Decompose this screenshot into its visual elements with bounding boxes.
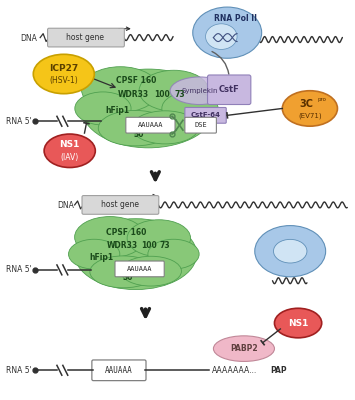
Ellipse shape — [75, 216, 146, 258]
Ellipse shape — [193, 7, 262, 58]
Text: PABP2: PABP2 — [230, 344, 258, 353]
Ellipse shape — [255, 226, 326, 277]
Ellipse shape — [148, 239, 199, 269]
Ellipse shape — [120, 256, 181, 286]
Text: 3C: 3C — [299, 98, 313, 108]
Text: 73: 73 — [175, 90, 185, 99]
Ellipse shape — [139, 70, 209, 111]
Ellipse shape — [162, 92, 218, 125]
Ellipse shape — [170, 77, 229, 104]
Text: host gene: host gene — [66, 33, 104, 42]
Text: CstF-64: CstF-64 — [191, 112, 220, 118]
Ellipse shape — [75, 92, 131, 125]
Ellipse shape — [98, 110, 172, 146]
Text: hFip1: hFip1 — [105, 106, 129, 115]
Ellipse shape — [274, 308, 322, 338]
Text: DNA: DNA — [57, 202, 74, 210]
Ellipse shape — [69, 239, 120, 269]
Text: CstF: CstF — [219, 85, 240, 94]
Text: 73: 73 — [160, 241, 170, 250]
Ellipse shape — [44, 134, 95, 168]
Text: WDR33: WDR33 — [118, 90, 149, 99]
Ellipse shape — [75, 219, 197, 290]
FancyBboxPatch shape — [82, 196, 159, 214]
Text: Symplekin: Symplekin — [181, 88, 218, 94]
Text: ICP27: ICP27 — [49, 64, 78, 72]
Text: RNA 5': RNA 5' — [6, 366, 32, 375]
FancyBboxPatch shape — [115, 261, 164, 277]
Text: 30: 30 — [122, 273, 133, 282]
Text: AAAAAAA...: AAAAAAA... — [212, 366, 257, 375]
Text: hFip1: hFip1 — [89, 252, 113, 262]
Text: DNA: DNA — [21, 34, 37, 43]
FancyBboxPatch shape — [208, 75, 251, 104]
Text: 100: 100 — [142, 241, 157, 250]
Ellipse shape — [33, 54, 94, 94]
Text: pro: pro — [318, 97, 327, 102]
FancyBboxPatch shape — [126, 117, 175, 133]
Text: AAUAAA: AAUAAA — [127, 266, 152, 272]
Text: (EV71): (EV71) — [298, 112, 322, 118]
FancyBboxPatch shape — [92, 360, 146, 381]
Ellipse shape — [132, 111, 199, 144]
Ellipse shape — [90, 256, 157, 288]
Text: (IAV): (IAV) — [61, 153, 79, 162]
Ellipse shape — [82, 67, 159, 112]
Text: host gene: host gene — [101, 200, 139, 210]
FancyBboxPatch shape — [48, 28, 124, 47]
Text: NS1: NS1 — [60, 140, 80, 149]
Text: CPSF 160: CPSF 160 — [106, 228, 146, 237]
Text: WDR33: WDR33 — [106, 241, 137, 250]
Text: 100: 100 — [154, 90, 170, 99]
FancyBboxPatch shape — [185, 108, 226, 123]
Text: DSE: DSE — [194, 122, 207, 128]
Ellipse shape — [127, 220, 191, 257]
Ellipse shape — [82, 69, 215, 148]
Text: 30: 30 — [133, 130, 144, 138]
Text: RNA Pol II: RNA Pol II — [214, 14, 257, 23]
Text: PAP: PAP — [271, 366, 287, 375]
Text: (HSV-1): (HSV-1) — [49, 76, 78, 85]
Text: RNA 5': RNA 5' — [6, 265, 32, 274]
Text: NS1: NS1 — [288, 318, 308, 328]
Text: CPSF 160: CPSF 160 — [116, 76, 157, 85]
Text: AAUAAA: AAUAAA — [138, 122, 163, 128]
Text: AAUAAA: AAUAAA — [105, 366, 133, 375]
FancyBboxPatch shape — [185, 117, 217, 133]
Text: RNA 5': RNA 5' — [6, 117, 32, 126]
Ellipse shape — [206, 24, 237, 49]
Ellipse shape — [213, 336, 274, 362]
Ellipse shape — [273, 239, 307, 263]
Ellipse shape — [282, 91, 338, 126]
